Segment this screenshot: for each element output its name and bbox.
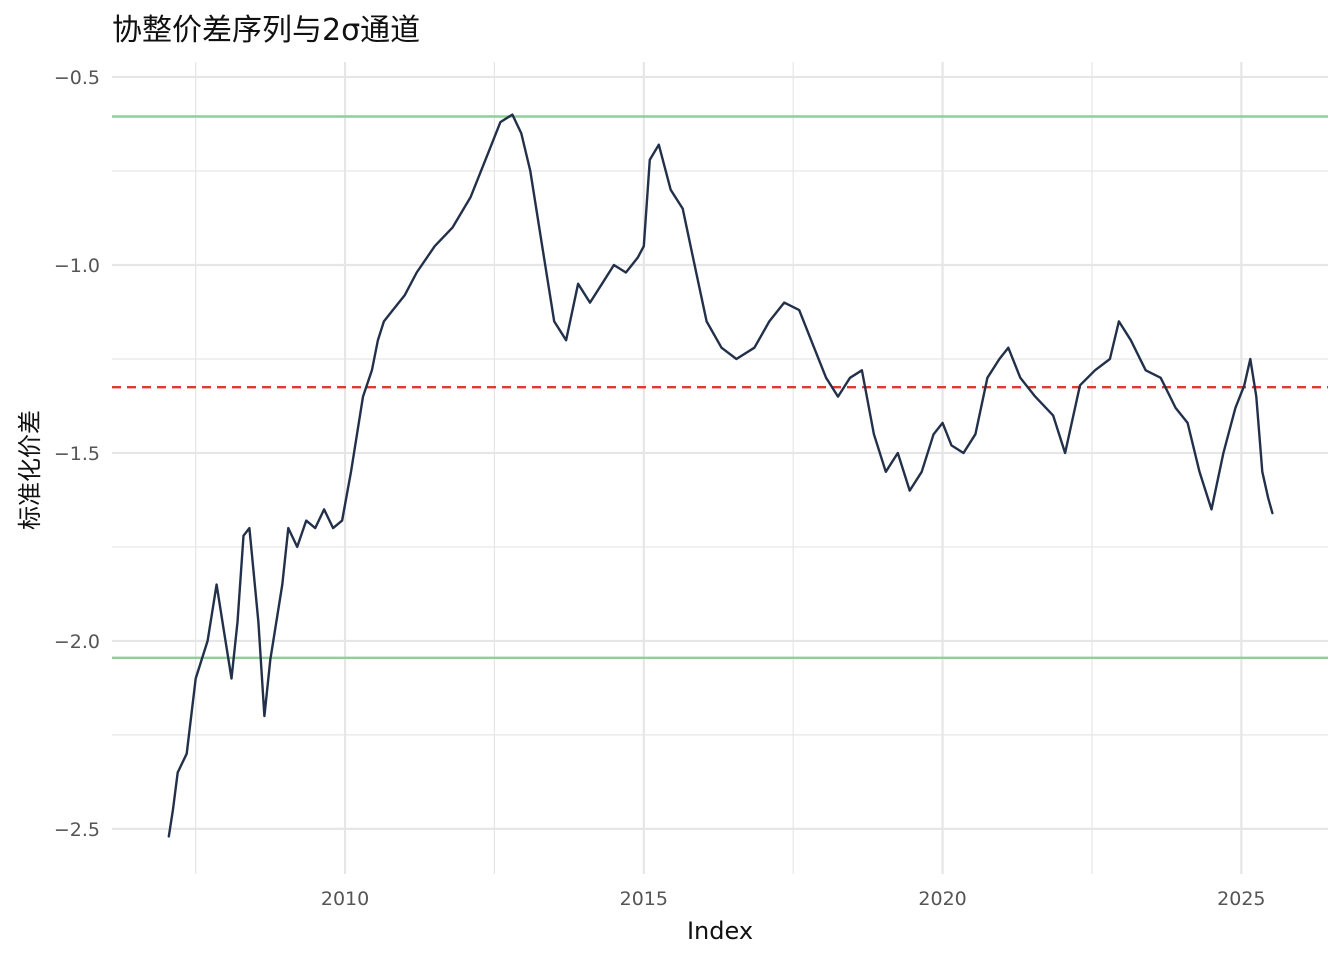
spread-series-line <box>167 113 1274 838</box>
chart-title: 协整价差序列与2σ通道 <box>112 13 420 48</box>
y-tick-label: −1.5 <box>54 443 100 465</box>
x-tick-label: 2015 <box>620 888 668 910</box>
y-tick-label: −2.5 <box>54 819 100 841</box>
reference-lines <box>112 115 1328 660</box>
y-tick-label: −0.5 <box>54 67 100 89</box>
x-axis-title: Index <box>687 917 753 945</box>
major-gridlines <box>112 62 1328 874</box>
x-tick-label: 2020 <box>918 888 966 910</box>
x-tick-label: 2025 <box>1217 888 1265 910</box>
y-tick-label: −1.0 <box>54 255 100 277</box>
x-tick-labels: 2010 2015 2020 2025 <box>321 888 1266 910</box>
minor-gridlines <box>112 62 1328 874</box>
y-tick-labels: −2.5 −2.0 −1.5 −1.0 −0.5 <box>54 67 100 841</box>
x-tick-label: 2010 <box>321 888 369 910</box>
y-axis-title: 标准化价差 <box>16 410 44 530</box>
series-group <box>167 113 1274 838</box>
y-tick-label: −2.0 <box>54 631 100 653</box>
